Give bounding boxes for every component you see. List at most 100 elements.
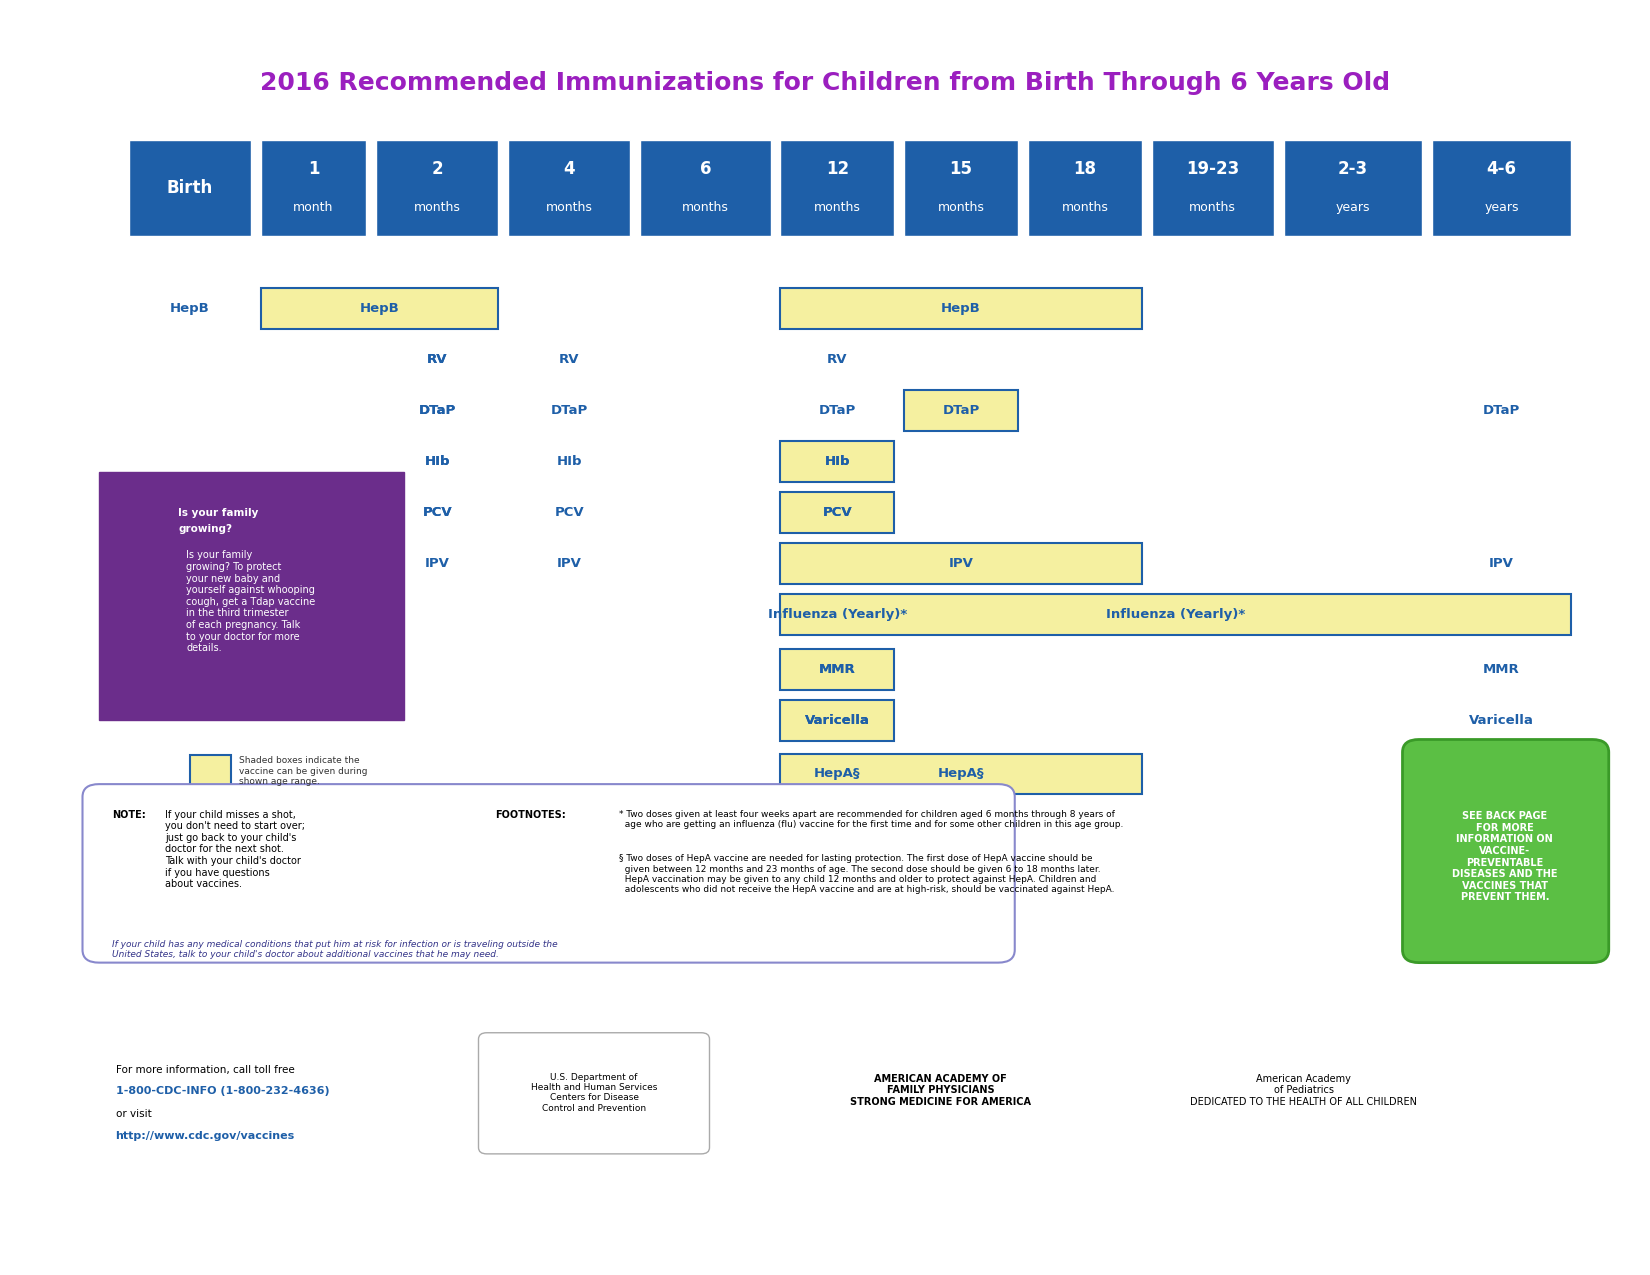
Text: months: months (1061, 200, 1109, 214)
Text: * Two doses given at least four weeks apart are recommended for children aged 6 : * Two doses given at least four weeks ap… (619, 810, 1124, 829)
Text: HIb: HIb (424, 455, 450, 468)
Text: 4: 4 (563, 159, 576, 179)
Text: DTaP: DTaP (419, 404, 455, 417)
FancyBboxPatch shape (1152, 140, 1274, 236)
Text: U.S. Department of
Health and Human Services
Centers for Disease
Control and Pre: U.S. Department of Health and Human Serv… (531, 1072, 657, 1113)
Text: years: years (1336, 200, 1369, 214)
Text: § Two doses of HepA vaccine are needed for lasting protection. The first dose of: § Two doses of HepA vaccine are needed f… (619, 854, 1114, 895)
Text: IPV: IPV (1488, 557, 1515, 570)
FancyBboxPatch shape (780, 140, 894, 236)
Text: IPV: IPV (949, 557, 973, 570)
Text: RV: RV (559, 353, 579, 366)
Text: 1-800-CDC-INFO (1-800-232-4636): 1-800-CDC-INFO (1-800-232-4636) (116, 1086, 328, 1096)
Text: PCV: PCV (422, 506, 452, 519)
Text: PCV: PCV (823, 506, 851, 519)
Text: months: months (813, 200, 861, 214)
FancyBboxPatch shape (82, 784, 1015, 963)
Text: HepB: HepB (940, 302, 982, 315)
FancyBboxPatch shape (780, 441, 894, 482)
Text: months: months (937, 200, 985, 214)
FancyBboxPatch shape (780, 543, 1142, 584)
Text: 18: 18 (1074, 159, 1096, 179)
Text: 19-23: 19-23 (1186, 159, 1239, 179)
FancyBboxPatch shape (780, 700, 894, 741)
Text: DTaP: DTaP (419, 404, 455, 417)
Text: DTaP: DTaP (818, 404, 856, 417)
Text: If your child misses a shot,
you don't need to start over;
just go back to your : If your child misses a shot, you don't n… (165, 810, 305, 889)
Text: HepB: HepB (360, 302, 399, 315)
FancyBboxPatch shape (129, 140, 251, 236)
Text: DTaP: DTaP (551, 404, 587, 417)
Text: growing?: growing? (178, 524, 233, 534)
Text: HIb: HIb (556, 455, 582, 468)
Text: PCV: PCV (422, 506, 452, 519)
FancyBboxPatch shape (1432, 140, 1571, 236)
Text: RV: RV (427, 353, 447, 366)
Text: HepB: HepB (170, 302, 210, 315)
FancyBboxPatch shape (478, 1033, 710, 1154)
Text: 6: 6 (700, 159, 711, 179)
Text: months: months (1190, 200, 1236, 214)
Text: NOTE:: NOTE: (112, 810, 145, 820)
Text: MMR: MMR (818, 663, 856, 676)
Text: IPV: IPV (556, 557, 582, 570)
Text: PCV: PCV (554, 506, 584, 519)
Text: Is your family: Is your family (178, 507, 259, 518)
Text: month: month (294, 200, 333, 214)
FancyBboxPatch shape (904, 140, 1018, 236)
FancyBboxPatch shape (261, 288, 498, 329)
Text: 2: 2 (431, 159, 444, 179)
Text: 15: 15 (950, 159, 972, 179)
Text: 12: 12 (825, 159, 850, 179)
Text: years: years (1485, 200, 1518, 214)
FancyBboxPatch shape (780, 649, 894, 690)
Text: HepA§: HepA§ (813, 768, 861, 780)
FancyBboxPatch shape (261, 140, 366, 236)
Text: 1: 1 (309, 159, 318, 179)
Text: PCV: PCV (823, 506, 851, 519)
FancyBboxPatch shape (99, 472, 404, 720)
Text: IPV: IPV (424, 557, 450, 570)
FancyBboxPatch shape (640, 140, 771, 236)
FancyBboxPatch shape (508, 140, 630, 236)
Text: HepA§: HepA§ (937, 768, 985, 780)
FancyBboxPatch shape (904, 390, 1018, 431)
FancyBboxPatch shape (376, 140, 498, 236)
Text: SEE BACK PAGE
FOR MORE
INFORMATION ON
VACCINE-
PREVENTABLE
DISEASES AND THE
VACC: SEE BACK PAGE FOR MORE INFORMATION ON VA… (1452, 811, 1558, 903)
FancyBboxPatch shape (190, 755, 231, 787)
Text: Influenza (Yearly)*: Influenza (Yearly)* (767, 608, 908, 621)
Text: RV: RV (427, 353, 447, 366)
Text: FOOTNOTES:: FOOTNOTES: (495, 810, 566, 820)
Text: MMR: MMR (1483, 663, 1520, 676)
FancyBboxPatch shape (780, 492, 894, 533)
FancyBboxPatch shape (780, 594, 1571, 635)
FancyBboxPatch shape (780, 288, 1142, 329)
Text: Varicella: Varicella (1468, 714, 1534, 727)
FancyBboxPatch shape (1028, 140, 1142, 236)
Text: American Academy
of Pediatrics
DEDICATED TO THE HEALTH OF ALL CHILDREN: American Academy of Pediatrics DEDICATED… (1190, 1074, 1417, 1107)
Text: 2016 Recommended Immunizations for Children from Birth Through 6 Years Old: 2016 Recommended Immunizations for Child… (261, 71, 1389, 94)
Text: For more information, call toll free: For more information, call toll free (116, 1065, 294, 1075)
Text: Birth: Birth (167, 179, 213, 198)
Text: RV: RV (827, 353, 848, 366)
Text: HIb: HIb (825, 455, 850, 468)
Text: HIb: HIb (825, 455, 850, 468)
Text: Varicella: Varicella (805, 714, 870, 727)
Text: 4-6: 4-6 (1487, 159, 1516, 179)
Text: Varicella: Varicella (805, 714, 870, 727)
Text: DTaP: DTaP (942, 404, 980, 417)
Text: DTaP: DTaP (1483, 404, 1520, 417)
FancyBboxPatch shape (780, 754, 1142, 794)
Text: 2-3: 2-3 (1338, 159, 1368, 179)
Text: months: months (546, 200, 592, 214)
Text: http://www.cdc.gov/vaccines: http://www.cdc.gov/vaccines (116, 1131, 295, 1141)
Text: months: months (414, 200, 460, 214)
Text: Is your family
growing? To protect
your new baby and
yourself against whooping
c: Is your family growing? To protect your … (186, 551, 315, 653)
FancyBboxPatch shape (1284, 140, 1422, 236)
Text: months: months (681, 200, 729, 214)
Text: Influenza (Yearly)*: Influenza (Yearly)* (1106, 608, 1246, 621)
Text: or visit: or visit (116, 1109, 152, 1119)
Text: Shaded boxes indicate the
vaccine can be given during
shown age range.: Shaded boxes indicate the vaccine can be… (239, 756, 368, 787)
Text: If your child has any medical conditions that put him at risk for infection or i: If your child has any medical conditions… (112, 940, 558, 959)
Text: HIb: HIb (424, 455, 450, 468)
